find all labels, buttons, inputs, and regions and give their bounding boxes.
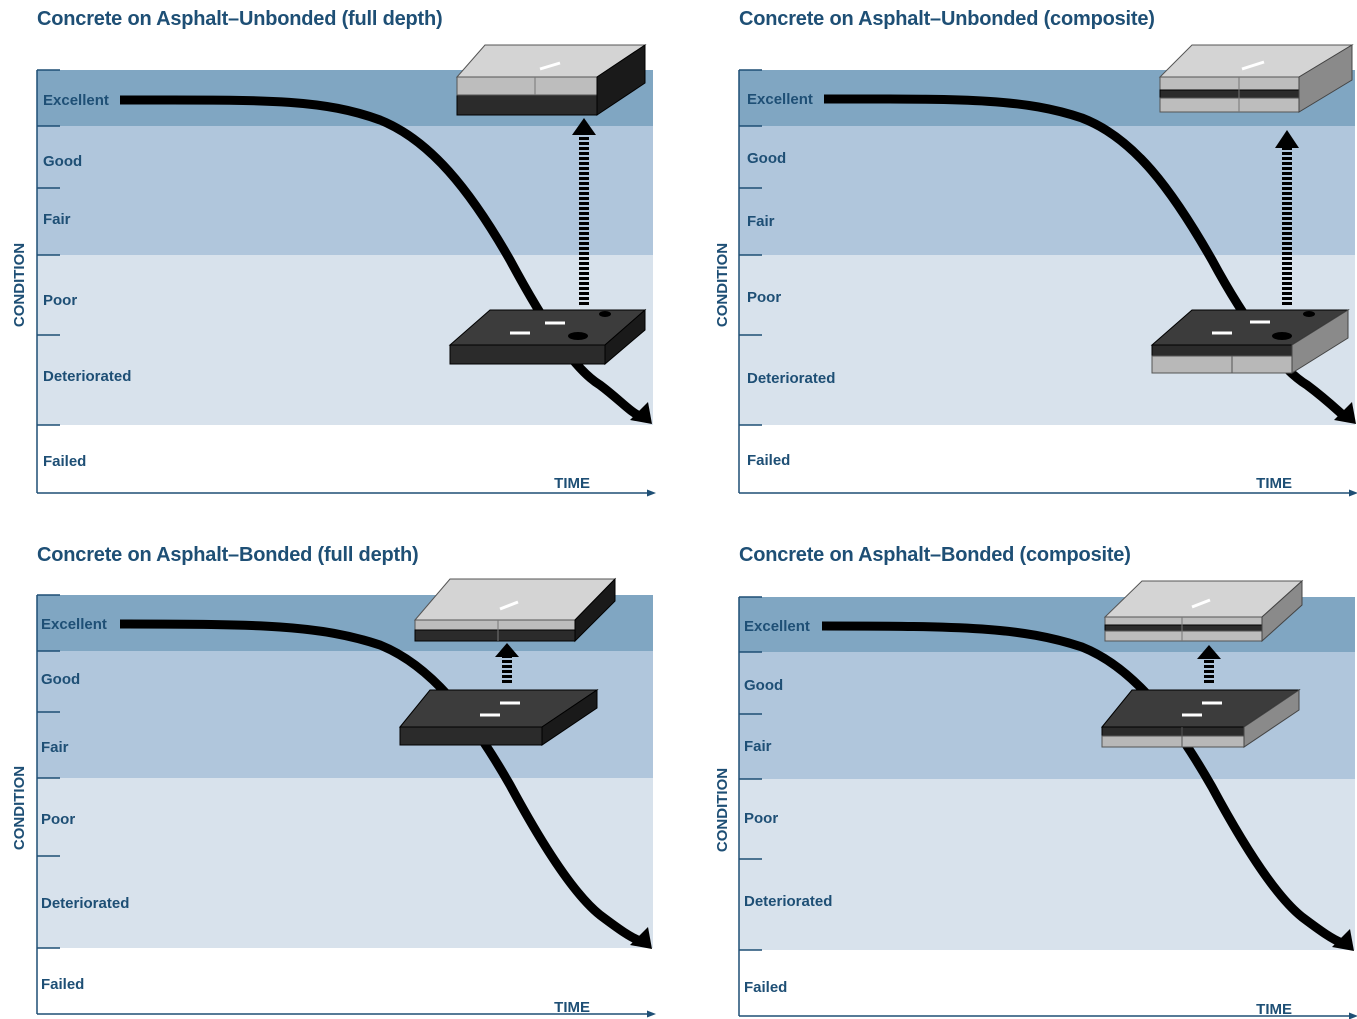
pavement-before: [398, 689, 599, 746]
panel-1-chart: Excellent Good Fair Poor Deteriorated Fa…: [11, 44, 656, 497]
y-ticks: [739, 69, 762, 426]
condition-curve: [119, 95, 642, 421]
curve-arrowhead-icon: [630, 402, 652, 424]
band-label-poor: Poor: [747, 289, 781, 306]
y-axis-label: CONDITION: [714, 768, 731, 852]
band-label-excellent: Excellent: [41, 616, 107, 633]
pavement-before: [1100, 689, 1301, 748]
band-failed: [739, 425, 1355, 493]
band-label-fair: Fair: [747, 213, 775, 230]
x-axis-arrow-icon: [647, 489, 656, 497]
band-failed: [37, 948, 653, 1014]
band-label-failed: Failed: [43, 453, 86, 470]
band-label-fair: Fair: [43, 211, 71, 228]
x-axis-label: TIME: [554, 999, 590, 1016]
band-poor-deteriorated: [37, 778, 653, 948]
upgrade-arrow: [1197, 645, 1221, 683]
band-label-fair: Fair: [744, 738, 772, 755]
band-label-excellent: Excellent: [744, 618, 810, 635]
pavement-before: [448, 308, 647, 366]
x-axis-arrow-icon: [1349, 1012, 1357, 1019]
y-ticks: [739, 596, 762, 951]
y-axis-label: CONDITION: [11, 243, 28, 327]
band-good-fair: [739, 126, 1355, 255]
band-label-failed: Failed: [744, 979, 787, 996]
band-label-poor: Poor: [41, 811, 75, 828]
x-axis-label: TIME: [1256, 475, 1292, 492]
band-label-failed: Failed: [747, 452, 790, 469]
panel-1-title: Concrete on Asphalt–Unbonded (full depth…: [37, 8, 443, 30]
band-label-deteriorated: Deteriorated: [744, 893, 832, 910]
y-ticks: [37, 69, 60, 426]
pavement-after: [455, 44, 647, 116]
band-label-excellent: Excellent: [747, 91, 813, 108]
band-label-good: Good: [43, 153, 82, 170]
band-failed: [739, 950, 1355, 1016]
x-axis-arrow-icon: [647, 1010, 656, 1018]
pavement-after: [413, 577, 617, 643]
band-failed: [37, 425, 653, 493]
panel-3-title: Concrete on Asphalt–Bonded (full depth): [37, 544, 419, 566]
panel-4-chart: Excellent Good Fair Poor Deteriorated Fa…: [714, 579, 1357, 1019]
band-label-deteriorated: Deteriorated: [41, 895, 129, 912]
panel-2-chart: Excellent Good Fair Poor Deteriorated Fa…: [714, 44, 1357, 497]
curve-arrowhead-icon: [630, 927, 652, 949]
band-label-failed: Failed: [41, 976, 84, 993]
upgrade-arrow: [495, 643, 519, 683]
band-label-deteriorated: Deteriorated: [747, 370, 835, 387]
y-axis-label: CONDITION: [714, 243, 731, 327]
band-label-good: Good: [744, 677, 783, 694]
panel-2-title: Concrete on Asphalt–Unbonded (composite): [739, 8, 1155, 30]
band-poor-deteriorated: [739, 779, 1355, 950]
condition-curve: [823, 94, 1347, 420]
panel-4-title: Concrete on Asphalt–Bonded (composite): [739, 544, 1131, 566]
x-axis-arrow-icon: [1349, 489, 1357, 497]
pavement-after: [1158, 44, 1354, 113]
curve-arrowhead-icon: [1334, 402, 1356, 424]
band-label-poor: Poor: [43, 292, 77, 309]
band-label-excellent: Excellent: [43, 92, 109, 109]
upgrade-arrow: [1275, 130, 1299, 305]
band-label-fair: Fair: [41, 739, 69, 756]
pavement-after: [1103, 579, 1304, 643]
y-axis-label: CONDITION: [11, 766, 28, 850]
x-axis-label: TIME: [1256, 1001, 1292, 1018]
panel-3-chart: Excellent Good Fair Poor Deteriorated Fa…: [11, 577, 656, 1018]
pavement-before: [1150, 309, 1350, 374]
curve-arrowhead-icon: [1332, 929, 1354, 951]
band-good-fair: [37, 126, 653, 255]
band-label-deteriorated: Deteriorated: [43, 368, 131, 385]
band-label-poor: Poor: [744, 810, 778, 827]
x-axis-label: TIME: [554, 475, 590, 492]
band-label-good: Good: [747, 150, 786, 167]
band-label-good: Good: [41, 671, 80, 688]
y-ticks: [37, 594, 60, 949]
upgrade-arrow: [572, 118, 596, 305]
